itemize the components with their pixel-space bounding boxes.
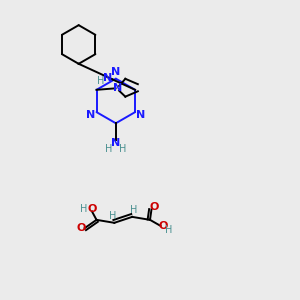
Text: N: N bbox=[103, 73, 112, 83]
Text: N: N bbox=[113, 83, 122, 93]
Text: H: H bbox=[119, 144, 127, 154]
Text: N: N bbox=[136, 110, 146, 120]
Text: H: H bbox=[105, 144, 112, 154]
Text: O: O bbox=[159, 221, 168, 231]
Text: O: O bbox=[87, 204, 97, 214]
Text: O: O bbox=[77, 223, 86, 233]
Text: N: N bbox=[86, 110, 95, 120]
Text: H: H bbox=[109, 211, 116, 221]
Text: O: O bbox=[149, 202, 159, 212]
Text: N: N bbox=[111, 139, 120, 148]
Text: H: H bbox=[130, 205, 137, 215]
Text: N: N bbox=[111, 67, 120, 77]
Text: H: H bbox=[97, 76, 104, 86]
Text: H: H bbox=[165, 225, 172, 235]
Text: H: H bbox=[80, 204, 87, 214]
